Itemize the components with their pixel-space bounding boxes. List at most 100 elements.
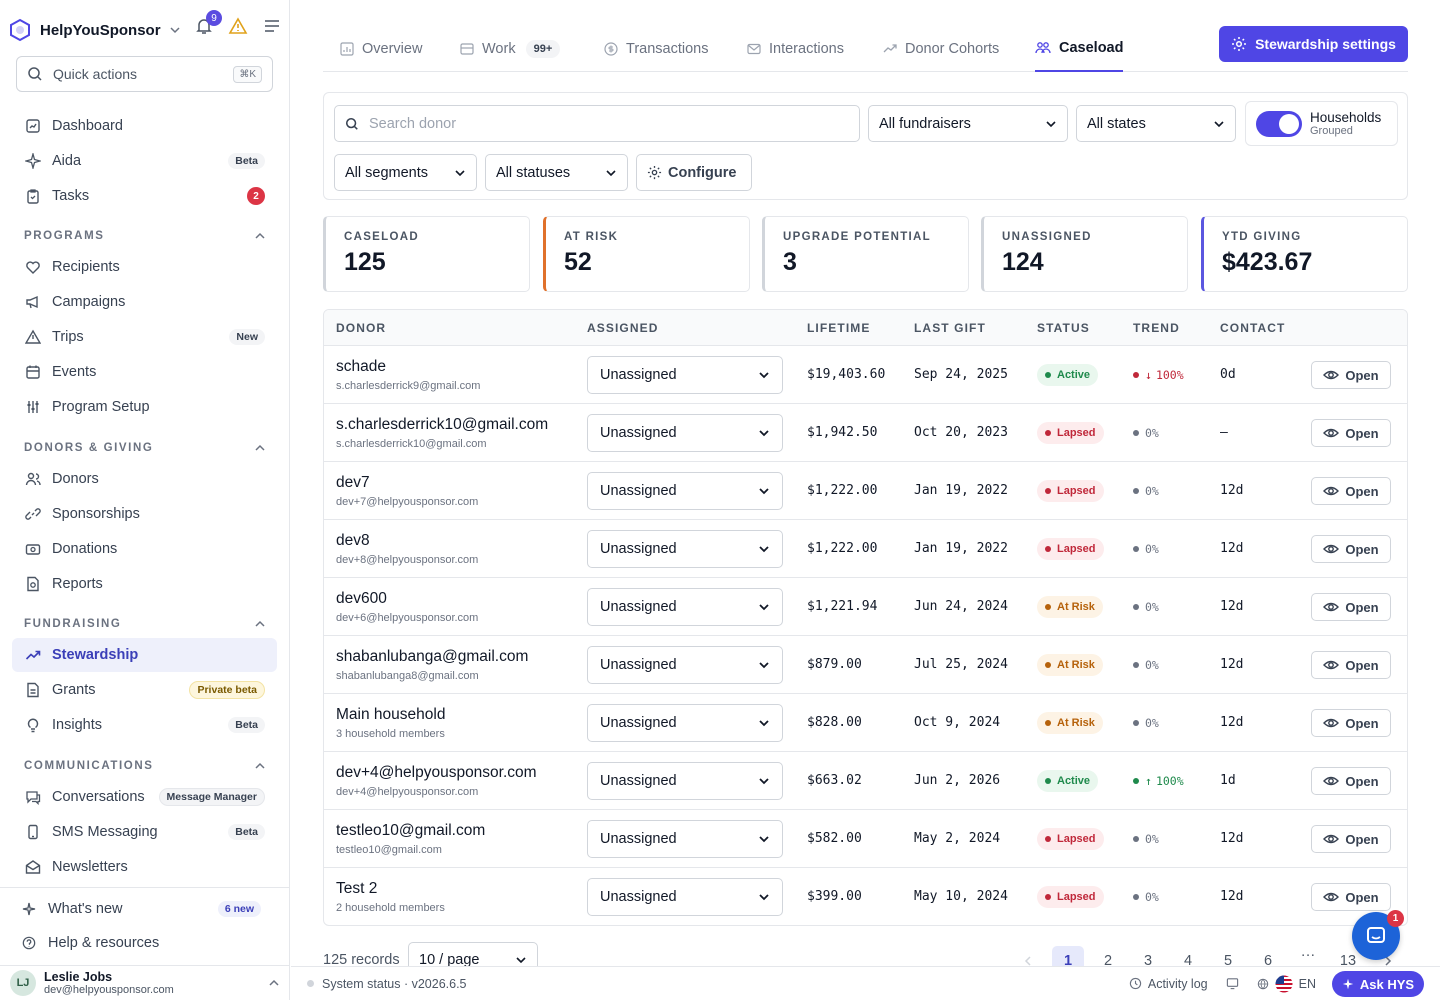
table-row[interactable]: dev7 dev+7@helpyousponsor.com Unassigned $1… xyxy=(324,462,1407,520)
assigned-select[interactable]: Unassigned xyxy=(587,356,783,394)
sidebar-item-whats-new[interactable]: What's new 6 new xyxy=(8,892,273,926)
page-2-button[interactable]: 2 xyxy=(1103,953,1113,969)
donor-name[interactable]: dev+4@helpyousponsor.com xyxy=(336,764,537,781)
page-last-button[interactable]: 13 xyxy=(1339,953,1357,969)
sidebar-item-recipients[interactable]: Recipients xyxy=(12,250,277,284)
col-contact[interactable]: CONTACT xyxy=(1220,321,1286,335)
assigned-select[interactable]: Unassigned xyxy=(587,588,783,626)
sidebar-item-grants[interactable]: Grants Private beta xyxy=(12,673,277,707)
table-row[interactable]: testleo10@gmail.com testleo10@gmail.com Un… xyxy=(324,810,1407,868)
assigned-select[interactable]: Unassigned xyxy=(587,414,783,452)
section-communications[interactable]: COMMUNICATIONS xyxy=(24,760,266,772)
assigned-select[interactable]: Unassigned xyxy=(587,878,783,916)
table-row[interactable]: Main household 3 household members Unassig… xyxy=(324,694,1407,752)
donor-name[interactable]: shabanlubanga@gmail.com xyxy=(336,648,529,665)
open-button[interactable]: Open xyxy=(1311,709,1391,737)
sidebar-item-newsletters[interactable]: Newsletters xyxy=(12,850,277,884)
sidebar-item-sponsorships[interactable]: Sponsorships xyxy=(12,497,277,531)
notifications-button[interactable]: 9 xyxy=(194,10,222,36)
section-donors-giving[interactable]: DONORS & GIVING xyxy=(24,442,266,454)
open-button[interactable]: Open xyxy=(1311,593,1391,621)
open-button[interactable]: Open xyxy=(1311,883,1391,911)
states-select[interactable]: All states xyxy=(1076,105,1236,142)
assigned-select[interactable]: Unassigned xyxy=(587,820,783,858)
sidebar-item-reports[interactable]: Reports xyxy=(12,567,277,601)
page-5-button[interactable]: 5 xyxy=(1223,953,1233,969)
open-button[interactable]: Open xyxy=(1311,477,1391,505)
sidebar-item-sms[interactable]: SMS Messaging Beta xyxy=(12,815,277,849)
donor-name[interactable]: dev600 xyxy=(336,590,387,607)
col-trend[interactable]: TREND xyxy=(1133,321,1180,335)
donor-name[interactable]: testleo10@gmail.com xyxy=(336,822,486,839)
col-last-gift[interactable]: LAST GIFT xyxy=(914,321,986,335)
tab-caseload[interactable]: Caseload xyxy=(1035,26,1124,72)
fundraisers-select[interactable]: All fundraisers xyxy=(868,105,1068,142)
table-row[interactable]: shabanlubanga@gmail.com shabanlubanga8@gm… xyxy=(324,636,1407,694)
tab-work[interactable]: Work 99+ xyxy=(460,26,561,72)
tab-interactions[interactable]: Interactions xyxy=(747,26,844,72)
sidebar-item-dashboard[interactable]: Dashboard xyxy=(12,109,277,143)
sidebar-item-insights[interactable]: Insights Beta xyxy=(12,708,277,742)
sidebar-item-tasks[interactable]: Tasks 2 xyxy=(12,179,277,213)
table-row[interactable]: schade s.charlesderrick9@gmail.com Unassig… xyxy=(324,346,1407,404)
tab-overview[interactable]: Overview xyxy=(340,26,422,72)
open-button[interactable]: Open xyxy=(1311,361,1391,389)
chat-launcher-button[interactable]: 1 xyxy=(1352,910,1404,960)
warning-icon[interactable] xyxy=(228,16,248,36)
open-button[interactable]: Open xyxy=(1311,651,1391,679)
open-button[interactable]: Open xyxy=(1311,535,1391,563)
households-toggle[interactable]: Households Grouped xyxy=(1245,101,1398,146)
sidebar-item-aida[interactable]: Aida Beta xyxy=(12,144,277,178)
donor-name[interactable]: s.charlesderrick10@gmail.com xyxy=(336,416,549,433)
next-page-button[interactable] xyxy=(1372,946,1404,976)
table-row[interactable]: dev+4@helpyousponsor.com dev+4@helpyouspo… xyxy=(324,752,1407,810)
quick-actions-button[interactable]: Quick actions ⌘K xyxy=(16,56,273,92)
table-row[interactable]: dev8 dev+8@helpyousponsor.com Unassigned $1… xyxy=(324,520,1407,578)
page-3-button[interactable]: 3 xyxy=(1143,953,1153,969)
prev-page-button[interactable] xyxy=(1012,946,1044,976)
toggle-switch[interactable] xyxy=(1256,110,1302,137)
col-assigned[interactable]: ASSIGNED xyxy=(587,321,659,335)
ask-hys-button[interactable]: Ask HYS xyxy=(1332,971,1424,997)
sidebar-item-trips[interactable]: Trips New xyxy=(12,320,277,354)
brand-switcher[interactable]: HelpYouSponsor xyxy=(8,14,181,46)
sidebar-item-donors[interactable]: Donors xyxy=(12,462,277,496)
open-button[interactable]: Open xyxy=(1311,825,1391,853)
page-4-button[interactable]: 4 xyxy=(1183,953,1193,969)
table-row[interactable]: s.charlesderrick10@gmail.com s.charlesder… xyxy=(324,404,1407,462)
sidebar-item-program-setup[interactable]: Program Setup xyxy=(12,390,277,424)
segments-select[interactable]: All segments xyxy=(334,154,477,191)
menu-icon[interactable] xyxy=(262,16,282,36)
assigned-select[interactable]: Unassigned xyxy=(587,704,783,742)
user-menu[interactable]: LJ Leslie Jobs dev@helpyousponsor.com xyxy=(0,965,290,1000)
monitor-icon[interactable] xyxy=(1226,977,1239,990)
donor-name[interactable]: dev7 xyxy=(336,474,370,491)
sidebar-item-conversations[interactable]: Conversations Message Manager xyxy=(12,780,277,814)
activity-log-button[interactable]: Activity log xyxy=(1129,977,1208,991)
assigned-select[interactable]: Unassigned xyxy=(587,762,783,800)
page-6-button[interactable]: 6 xyxy=(1263,953,1273,969)
donor-name[interactable]: schade xyxy=(336,358,386,375)
col-donor[interactable]: DONOR xyxy=(336,321,387,335)
open-button[interactable]: Open xyxy=(1311,767,1391,795)
col-lifetime[interactable]: LIFETIME xyxy=(807,321,871,335)
tab-donor-cohorts[interactable]: Donor Cohorts xyxy=(883,26,999,72)
sidebar-item-campaigns[interactable]: Campaigns xyxy=(12,285,277,319)
assigned-select[interactable]: Unassigned xyxy=(587,472,783,510)
open-button[interactable]: Open xyxy=(1311,419,1391,447)
sidebar-item-events[interactable]: Events xyxy=(12,355,277,389)
statuses-select[interactable]: All statuses xyxy=(485,154,628,191)
search-donor-input[interactable]: Search donor xyxy=(334,105,860,142)
section-fundraising[interactable]: FUNDRAISING xyxy=(24,618,266,630)
stewardship-settings-button[interactable]: Stewardship settings xyxy=(1219,26,1408,62)
sidebar-item-help[interactable]: Help & resources xyxy=(8,926,273,960)
section-programs[interactable]: PROGRAMS xyxy=(24,230,266,242)
donor-name[interactable]: Main household xyxy=(336,706,446,723)
language-switcher[interactable]: EN xyxy=(1257,975,1316,993)
sidebar-item-donations[interactable]: Donations xyxy=(12,532,277,566)
table-row[interactable]: dev600 dev+6@helpyousponsor.com Unassigned… xyxy=(324,578,1407,636)
page-ellipsis[interactable]: ··· xyxy=(1300,947,1316,963)
assigned-select[interactable]: Unassigned xyxy=(587,530,783,568)
donor-name[interactable]: dev8 xyxy=(336,532,370,549)
col-status[interactable]: STATUS xyxy=(1037,321,1090,335)
